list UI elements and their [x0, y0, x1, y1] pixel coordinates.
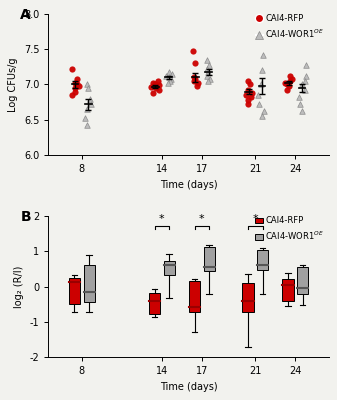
Bar: [189, 281, 200, 312]
Bar: [242, 283, 253, 312]
Bar: [84, 265, 95, 302]
Point: [156, 82, 161, 88]
Text: A: A: [21, 8, 31, 22]
Point: [287, 73, 293, 79]
Point: [204, 66, 210, 72]
Point: [72, 88, 78, 95]
Point: [205, 73, 210, 79]
Point: [163, 73, 168, 79]
Point: [152, 81, 157, 88]
Point: [205, 78, 210, 84]
Point: [192, 60, 198, 66]
Point: [149, 83, 154, 90]
Point: [260, 52, 266, 58]
Point: [299, 81, 304, 88]
Point: [245, 87, 251, 93]
X-axis label: Time (days): Time (days): [160, 382, 217, 392]
Point: [153, 85, 159, 91]
Point: [169, 71, 175, 77]
Bar: [69, 278, 80, 304]
Point: [287, 78, 293, 84]
Point: [282, 80, 288, 86]
Point: [259, 113, 265, 120]
Point: [284, 87, 289, 93]
Point: [195, 83, 200, 89]
Point: [245, 97, 251, 103]
Point: [84, 122, 89, 128]
Point: [73, 85, 78, 91]
Point: [255, 92, 261, 98]
Point: [261, 108, 266, 114]
Point: [207, 62, 212, 68]
Point: [195, 80, 201, 86]
Point: [249, 90, 254, 96]
Point: [303, 73, 308, 79]
Point: [156, 78, 161, 84]
Point: [166, 74, 172, 81]
Point: [287, 83, 292, 89]
Point: [150, 80, 156, 86]
Bar: [163, 261, 175, 275]
Point: [191, 74, 197, 81]
Bar: [149, 293, 160, 314]
Legend: CAI4-RFP, CAI4-WOR1$^{OE}$: CAI4-RFP, CAI4-WOR1$^{OE}$: [252, 213, 327, 245]
Point: [243, 92, 249, 98]
Point: [82, 115, 88, 122]
Point: [248, 81, 253, 88]
Bar: [257, 250, 268, 270]
Y-axis label: log₂ (R/I): log₂ (R/I): [14, 265, 24, 308]
Point: [69, 92, 74, 98]
Point: [72, 80, 77, 86]
X-axis label: Time (days): Time (days): [160, 180, 217, 190]
Point: [168, 76, 173, 82]
Bar: [297, 267, 308, 294]
Point: [85, 106, 90, 112]
Point: [69, 66, 74, 72]
Point: [246, 78, 251, 84]
Point: [165, 80, 171, 86]
Point: [248, 94, 253, 100]
Point: [86, 85, 91, 91]
Point: [156, 87, 161, 93]
Point: [245, 101, 251, 108]
Point: [167, 78, 173, 84]
Text: B: B: [21, 210, 31, 224]
Text: *: *: [199, 214, 205, 224]
Legend: CAI4-RFP, CAI4-WOR1$^{OE}$: CAI4-RFP, CAI4-WOR1$^{OE}$: [253, 11, 327, 43]
Point: [258, 81, 264, 88]
Point: [298, 101, 303, 108]
Point: [206, 68, 211, 75]
Y-axis label: Log CFUs/g: Log CFUs/g: [8, 57, 18, 112]
Point: [207, 76, 213, 82]
Point: [289, 76, 295, 82]
Point: [191, 78, 197, 84]
Point: [75, 76, 80, 82]
Bar: [204, 247, 215, 271]
Point: [190, 48, 195, 54]
Point: [204, 56, 210, 63]
Point: [302, 78, 307, 84]
Point: [150, 90, 156, 96]
Point: [88, 101, 94, 108]
Point: [296, 94, 302, 100]
Point: [192, 76, 198, 82]
Point: [84, 81, 89, 88]
Point: [299, 108, 304, 114]
Point: [302, 87, 307, 93]
Point: [166, 68, 172, 75]
Bar: [282, 279, 294, 301]
Point: [303, 62, 308, 68]
Point: [87, 95, 93, 102]
Point: [74, 81, 80, 88]
Point: [259, 67, 265, 74]
Text: *: *: [252, 214, 258, 224]
Point: [284, 81, 290, 88]
Point: [256, 101, 262, 108]
Text: *: *: [159, 214, 165, 224]
Point: [76, 83, 82, 89]
